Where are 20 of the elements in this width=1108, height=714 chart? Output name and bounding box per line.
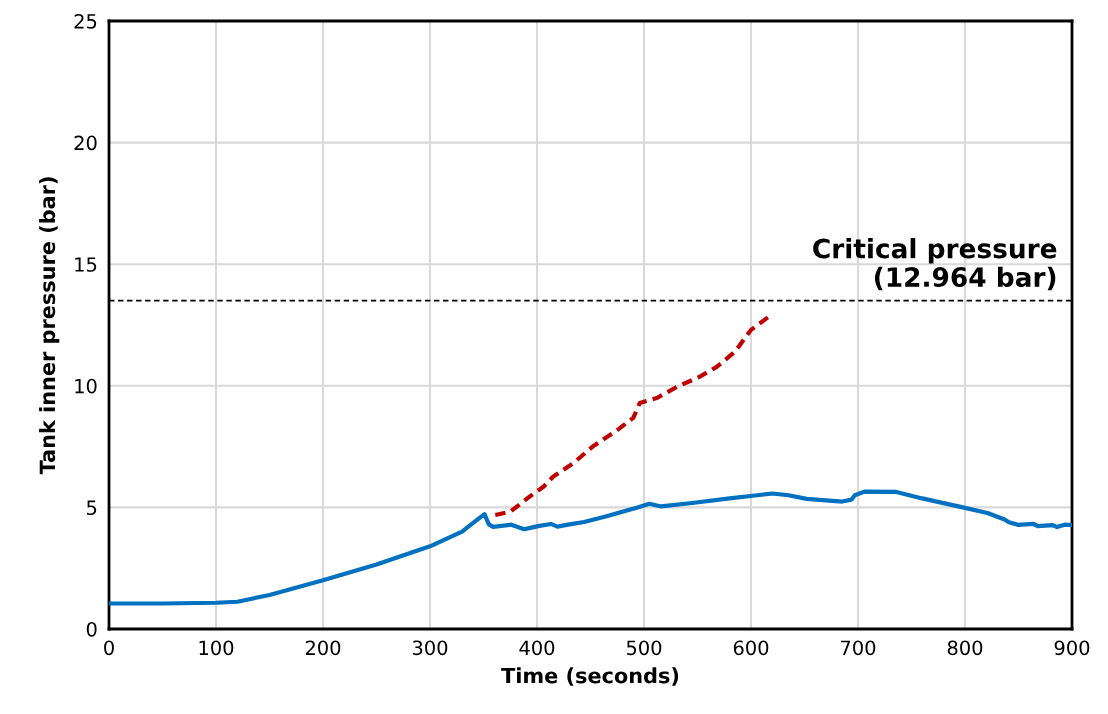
x-tick-label: 700 — [841, 640, 876, 656]
x-axis-title: Time (seconds) — [501, 667, 679, 686]
y-axis-title: Tank inner pressure (bar) — [39, 177, 60, 475]
x-tick-label: 600 — [733, 640, 769, 656]
y-tick-label: 20 — [74, 135, 97, 151]
y-tick-label: 0 — [86, 621, 97, 637]
x-tick-label: 400 — [519, 640, 555, 656]
x-tick-label: 300 — [412, 640, 448, 656]
x-tick-label: 900 — [1054, 640, 1090, 656]
y-tick-label: 5 — [87, 500, 97, 516]
ref-line-label: Critical pressure (12.964 bar) — [813, 238, 1057, 291]
y-tick-label: 25 — [74, 13, 97, 29]
x-tick-label: 0 — [104, 640, 114, 656]
y-tick-label: 15 — [75, 257, 97, 272]
x-tick-label: 500 — [626, 640, 662, 656]
x-tick-label: 800 — [947, 640, 983, 656]
x-tick-label: 200 — [305, 640, 341, 656]
y-tick-label: 10 — [75, 378, 97, 394]
line-series — [109, 489, 1072, 606]
x-tick-label: 100 — [199, 640, 234, 656]
